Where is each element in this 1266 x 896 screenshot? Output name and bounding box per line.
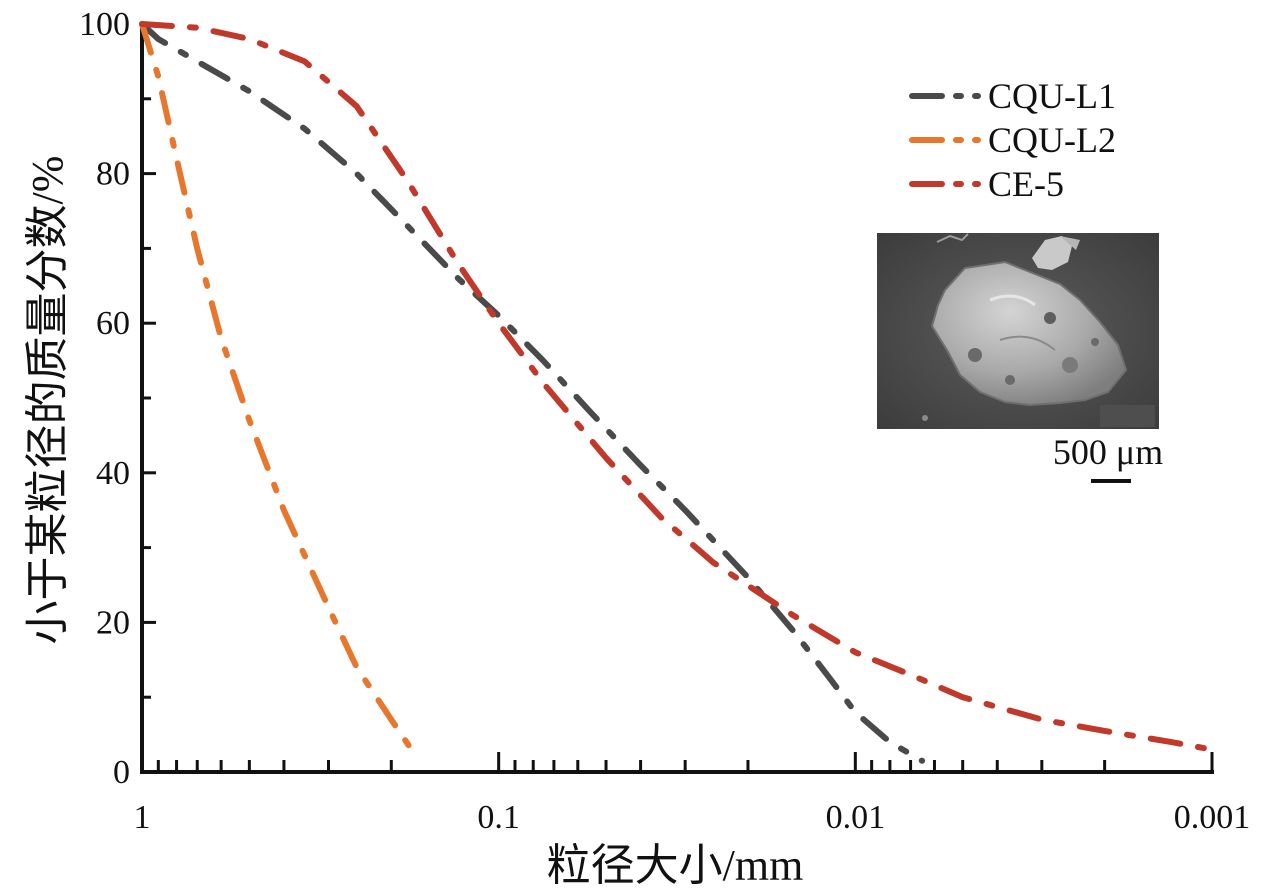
y-tick-label: 100 <box>79 6 130 43</box>
scale-bar-label: 500 μm <box>1053 432 1163 472</box>
series-line-cqu-l1 <box>139 21 926 764</box>
y-tick-label: 40 <box>96 455 130 492</box>
y-tick-label: 80 <box>96 156 130 193</box>
legend-label-cqu-l2: CQU-L2 <box>988 120 1116 160</box>
x-axis-label: 粒径大小/mm <box>547 841 804 890</box>
sem-inset-image <box>877 233 1159 429</box>
x-tick-label: 0.1 <box>477 799 520 836</box>
series-line-cqu-l2 <box>139 21 420 760</box>
legend-label-ce-5: CE-5 <box>988 164 1064 204</box>
y-axis-label: 小于某粒径的质量分数/% <box>23 156 72 645</box>
y-tick-label: 20 <box>96 604 130 641</box>
y-tick-label: 60 <box>96 305 130 342</box>
x-tick-label: 0.01 <box>826 799 886 836</box>
y-tick-label: 0 <box>113 754 130 791</box>
x-tick-label: 0.001 <box>1174 799 1251 836</box>
series-line-ce-5 <box>139 21 1215 753</box>
legend-label-cqu-l1: CQU-L1 <box>988 76 1116 116</box>
tick-labels: 1 0.1 0.01 0.001 0 20 40 60 80 100 <box>79 6 1250 836</box>
series-lines <box>139 21 1215 764</box>
x-tick-label: 1 <box>134 799 151 836</box>
